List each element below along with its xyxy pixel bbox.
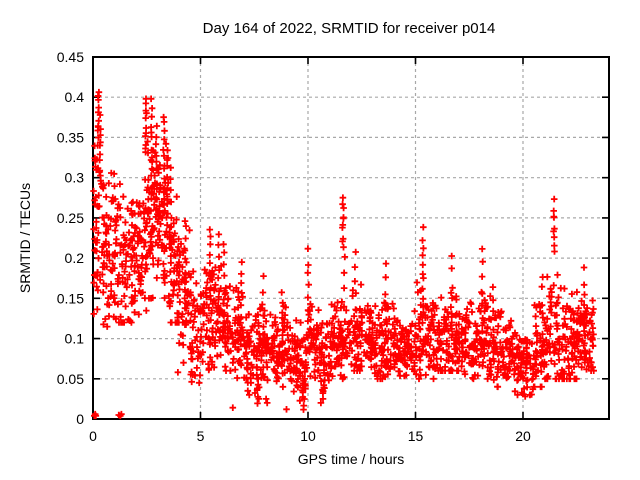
chart-title: Day 164 of 2022, SRMTID for receiver p01… xyxy=(203,20,496,37)
grid-lines xyxy=(93,57,609,419)
x-axis-label: GPS time / hours xyxy=(298,451,405,467)
x-tick-label: 0 xyxy=(89,428,97,444)
x-tick-label: 15 xyxy=(408,428,424,444)
y-tick-label: 0.15 xyxy=(57,290,84,306)
x-tick-label: 10 xyxy=(300,428,316,444)
x-tick-label: 20 xyxy=(515,428,531,444)
x-tick-labels: 0 5 10 15 20 xyxy=(89,428,531,444)
y-tick-label: 0.3 xyxy=(65,170,85,186)
scatter-points xyxy=(90,88,597,420)
y-tick-label: 0.45 xyxy=(57,49,84,65)
y-tick-labels: 0 0.05 0.1 0.15 0.2 0.25 0.3 0.35 0.4 0.45 xyxy=(57,49,84,427)
y-tick-label: 0.2 xyxy=(65,250,85,266)
y-tick-label: 0.4 xyxy=(65,89,85,105)
y-tick-label: 0.1 xyxy=(65,331,85,347)
y-axis-label: SRMTID / TECUs xyxy=(17,183,33,293)
y-tick-label: 0 xyxy=(76,411,84,427)
y-tick-label: 0.35 xyxy=(57,129,84,145)
y-tick-label: 0.05 xyxy=(57,371,84,387)
y-tick-label: 0.25 xyxy=(57,210,84,226)
x-tick-label: 5 xyxy=(197,428,205,444)
